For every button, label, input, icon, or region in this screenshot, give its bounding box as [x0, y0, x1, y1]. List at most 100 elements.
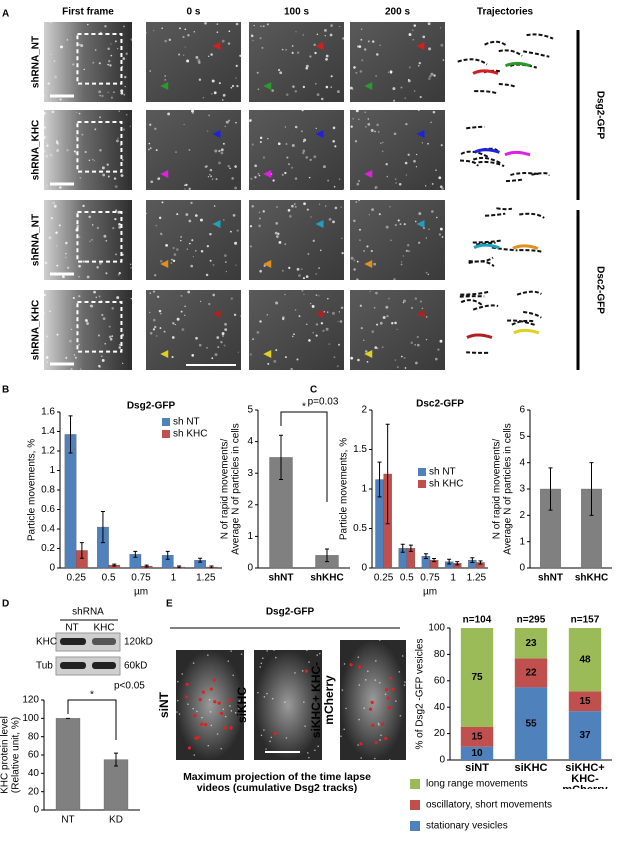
speckle: [263, 729, 265, 731]
speckle: [225, 270, 228, 273]
speckle: [121, 159, 124, 161]
speckle: [322, 329, 325, 332]
speckle: [307, 253, 310, 256]
speckle: [290, 166, 294, 169]
speckle: [227, 42, 231, 45]
speckle: [73, 354, 76, 356]
speckle: [228, 30, 231, 33]
speckle: [425, 338, 428, 341]
speckle: [99, 116, 101, 119]
speckle: [397, 219, 400, 222]
speckle: [237, 351, 239, 353]
legend-label: sh KHC: [429, 479, 463, 490]
arrow: [315, 310, 324, 318]
trajectory: [472, 239, 502, 244]
column-title: First frame: [62, 7, 114, 18]
speckle: [360, 326, 363, 330]
speckle: [308, 339, 311, 342]
speckle: [43, 126, 46, 129]
x-tick-label: KD: [109, 815, 123, 826]
speckle: [313, 155, 317, 159]
speckle: [374, 757, 376, 760]
track: [358, 665, 362, 669]
speckle: [259, 136, 263, 140]
speckle: [357, 358, 360, 362]
speckle: [159, 232, 163, 235]
speckle: [302, 151, 305, 155]
micrograph: [350, 22, 445, 102]
error-bar: [548, 467, 553, 511]
track: [304, 669, 309, 673]
speckle: [214, 353, 218, 357]
x-tick-label: 1.25: [196, 573, 216, 584]
speckle: [236, 84, 239, 88]
y-tick-label: 0: [439, 755, 445, 766]
error-bar: [100, 510, 105, 544]
x-tick-label: 0.25: [66, 573, 86, 584]
speckle: [266, 23, 269, 26]
speckle: [309, 158, 312, 161]
caption-box: Maximum projection of the time lapse vid…: [183, 772, 371, 794]
speckle: [294, 125, 298, 129]
speckle: [152, 328, 156, 331]
speckle: [209, 232, 212, 236]
y-tick-label: 1.5: [353, 444, 367, 455]
arrow: [315, 42, 324, 50]
speckle: [53, 204, 57, 208]
arrow: [212, 130, 221, 138]
trajectory: [507, 319, 536, 327]
speckle: [78, 275, 80, 278]
speckle: [154, 127, 157, 130]
speckle: [56, 264, 59, 267]
speckle: [305, 64, 309, 68]
speckle: [98, 364, 101, 368]
speckle: [258, 217, 261, 220]
speckle: [350, 125, 353, 128]
speckle: [363, 48, 367, 51]
speckle: [428, 228, 430, 230]
speckle: [211, 93, 213, 95]
speckle: [211, 178, 214, 180]
x-tick-label: shKHC: [575, 573, 608, 584]
speckle: [93, 160, 96, 162]
track: [391, 687, 395, 691]
speckle: [314, 82, 317, 85]
speckle: [116, 296, 120, 300]
speckle: [330, 86, 333, 88]
speckle: [320, 322, 324, 325]
y-tick-label: 6: [519, 405, 525, 416]
speckle: [118, 110, 120, 112]
speckle: [94, 49, 97, 51]
micrograph: [350, 290, 445, 370]
speckle: [202, 96, 205, 99]
speckle: [389, 206, 391, 208]
y-axis-label: (Relative unit, %): [11, 717, 22, 793]
speckle: [92, 158, 94, 161]
speckle: [184, 28, 187, 31]
y-tick-label: 60: [28, 750, 40, 761]
speckle: [67, 266, 70, 269]
trajectory-colored: [466, 333, 493, 339]
speckle: [130, 297, 133, 300]
speckle: [118, 271, 121, 275]
row-label: shRNA_KHC: [31, 120, 42, 181]
speckle: [438, 233, 442, 236]
speckle: [302, 149, 306, 153]
y-tick-label: 4: [247, 436, 253, 447]
bar-segment: [514, 628, 548, 659]
speckle: [223, 254, 227, 257]
speckle: [259, 320, 262, 323]
group-label: Dsg2-GFP: [594, 91, 605, 140]
speckle: [218, 149, 221, 153]
track: [384, 688, 389, 692]
track: [374, 740, 378, 745]
trajectory: [460, 150, 489, 158]
speckle: [421, 307, 424, 310]
track: [371, 723, 375, 727]
speckle: [215, 178, 218, 181]
speckle: [435, 169, 437, 171]
speckle: [176, 317, 180, 321]
speckle: [343, 663, 346, 665]
speckle: [281, 173, 284, 176]
speckle: [291, 335, 294, 338]
